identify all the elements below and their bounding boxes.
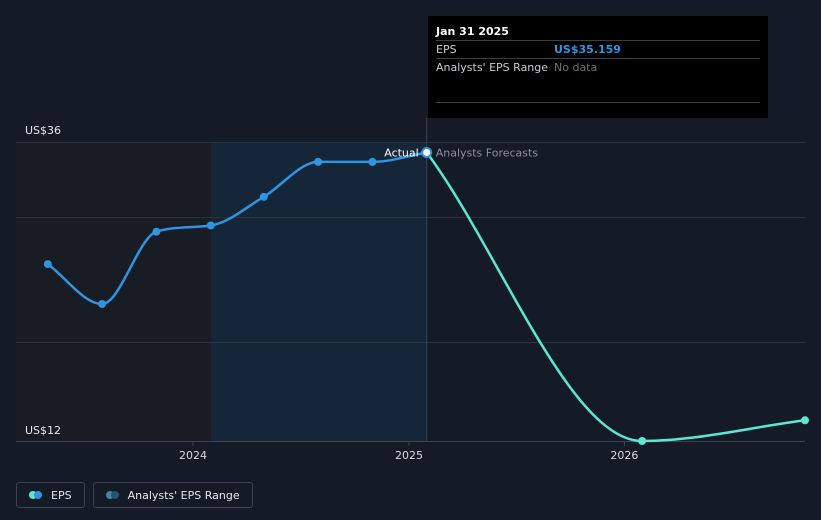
tooltip-range-row: Analysts' EPS Range No data xyxy=(436,58,760,76)
tooltip-eps-label: EPS xyxy=(436,43,457,56)
eps-point[interactable] xyxy=(98,299,107,308)
eps-legend-icon xyxy=(29,491,43,499)
eps-point-latest[interactable] xyxy=(421,146,433,158)
forecast-label: Analysts Forecasts xyxy=(436,146,539,159)
tooltip-divider xyxy=(436,102,760,103)
forecast-point[interactable] xyxy=(801,416,809,425)
eps-point[interactable] xyxy=(259,192,268,201)
range-legend-icon xyxy=(105,491,120,499)
actual-label: Actual xyxy=(384,146,418,159)
y-axis-min-label: US$12 xyxy=(25,424,61,437)
eps-point[interactable] xyxy=(206,221,215,230)
eps-point[interactable] xyxy=(152,227,161,236)
eps-point[interactable] xyxy=(43,260,52,269)
tooltip-eps-value: US$35.159 xyxy=(554,43,621,56)
actual-period-shade xyxy=(210,142,427,441)
x-tick-label: 2026 xyxy=(610,449,638,462)
x-axis-ticks: 2024 2025 2026 xyxy=(179,441,638,462)
tooltip: Jan 31 2025 EPS US$35.159 Analysts' EPS … xyxy=(428,16,768,118)
legend-range-label: Analysts' EPS Range xyxy=(127,488,240,502)
forecast-point[interactable] xyxy=(638,437,647,445)
x-tick-label: 2025 xyxy=(395,449,423,462)
legend-eps-label: EPS xyxy=(51,488,72,502)
forecast-series-line xyxy=(425,151,806,443)
gridlines xyxy=(16,142,805,442)
eps-point[interactable] xyxy=(314,157,323,166)
y-axis-max-label: US$36 xyxy=(25,124,61,137)
legend-eps[interactable]: EPS xyxy=(16,482,85,508)
eps-point[interactable] xyxy=(368,157,377,166)
legend-range[interactable]: Analysts' EPS Range xyxy=(92,482,253,508)
tooltip-eps-row: EPS US$35.159 xyxy=(436,40,760,58)
legend: EPS Analysts' EPS Range xyxy=(16,482,253,508)
tooltip-range-value: No data xyxy=(554,61,598,74)
forecast-points xyxy=(638,416,809,445)
x-tick-label: 2024 xyxy=(179,449,207,462)
tooltip-date: Jan 31 2025 xyxy=(436,25,509,38)
eps-points xyxy=(43,146,433,308)
tooltip-range-label: Analysts' EPS Range xyxy=(436,61,549,74)
